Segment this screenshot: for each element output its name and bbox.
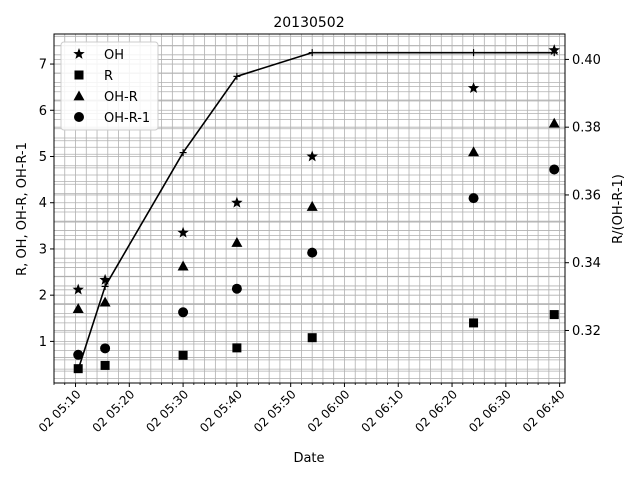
y-axis-label: R, OH, OH-R, OH-R-1 [15,142,30,276]
y-tick-label: 7 [39,58,47,73]
point-oh-r-1 [307,247,318,258]
legend-label: OH-R [104,90,138,105]
point-oh-r-1 [231,283,242,294]
point-r [232,343,242,353]
point-r [178,350,188,360]
legend-label: OH-R-1 [104,111,150,126]
point-r [549,310,559,320]
point-oh [99,273,111,285]
legend: OH R OH-R OH-R-1 [60,41,159,131]
point-r [73,364,83,374]
y2-tick-label: 0.36 [572,188,601,203]
legend-marker-r [74,70,84,80]
point-oh-r-1 [73,349,84,360]
legend-marker-oh-r-1 [74,112,84,122]
plot-marks [72,44,560,374]
x-axis-label: Date [293,451,324,466]
legend-label: R [104,69,113,84]
point-oh-r-1 [178,307,189,318]
plot-frame [53,33,566,384]
point-oh [72,283,84,295]
y2-tick-label: 0.40 [572,53,601,68]
point-oh [231,196,243,208]
point-r [469,318,479,328]
point-oh-r [306,200,318,211]
y2-axis-label: R/(OH-R-1) [611,174,626,244]
y-tick-label: 1 [39,335,47,350]
y2-tick-label: 0.32 [572,324,601,339]
chart-title: 20130502 [273,15,344,31]
point-oh-r-1 [549,164,560,175]
legend-box [60,41,159,131]
point-oh-r-1 [468,193,479,204]
point-oh [467,82,480,93]
point-oh-r-1 [100,343,111,354]
point-r [100,360,110,370]
point-r [307,333,317,343]
y-tick-label: 2 [39,289,47,304]
point-oh-r [99,296,111,307]
y2-tick-label: 0.38 [572,121,601,136]
y-tick-label: 3 [39,242,47,257]
point-oh [177,226,189,238]
legend-label: OH [104,48,124,63]
point-oh [306,150,318,162]
point-oh-r [468,146,480,157]
point-oh [548,44,560,56]
point-oh-r [231,236,243,247]
point-oh-r [548,117,560,128]
y-tick-label: 6 [39,104,47,119]
legend-marker-oh [73,48,85,59]
y2-tick-label: 0.34 [572,256,601,271]
y-tick-label: 5 [39,150,47,165]
point-oh-r [72,303,84,313]
point-oh-r [177,260,189,271]
legend-marker-oh-r [73,90,85,101]
y-tick-label: 4 [39,196,47,211]
